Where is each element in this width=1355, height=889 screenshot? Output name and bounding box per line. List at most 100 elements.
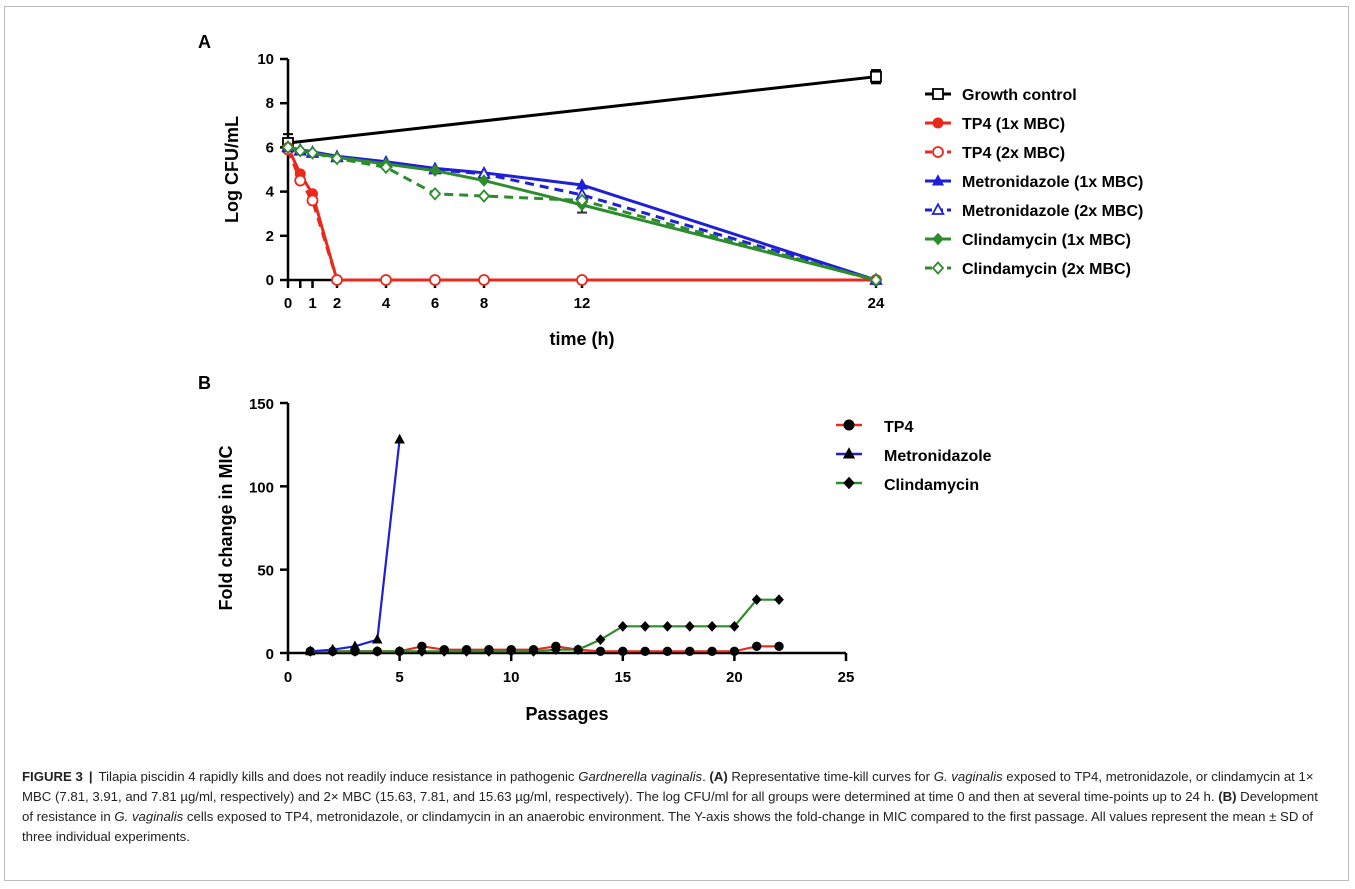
panel-a-legend-label: Growth control — [962, 87, 1077, 104]
panel-a-series-line — [287, 145, 877, 282]
panel-b-legend-label: Clindamycin — [884, 477, 979, 494]
panel-b-data-point — [662, 620, 673, 632]
panel-a-data-point — [428, 186, 442, 201]
panel-a-series — [282, 143, 882, 286]
caption-text-part: (B) — [1218, 789, 1237, 804]
panel-b-letter: B — [198, 373, 211, 393]
caption-text-part: G. vaginalis — [933, 769, 1003, 784]
panel-b-data-point — [729, 620, 740, 632]
panel-a-data-point — [869, 273, 883, 287]
panel-a-series — [281, 140, 883, 287]
panel-a-legend-marker — [931, 261, 945, 275]
panel-b-legend-label: Metronidazole — [884, 448, 992, 465]
panel-b-data-point — [707, 646, 717, 657]
panel-a-y-tick-label: 10 — [257, 51, 274, 68]
panel-a-legend-marker — [932, 232, 944, 246]
panel-a-legend-label: Metronidazole (1x MBC) — [962, 174, 1143, 191]
panel-b-x-tick-label: 10 — [503, 669, 520, 686]
panel-b-data-point — [595, 646, 606, 657]
panel-a-x-tick-label: 6 — [431, 295, 439, 312]
panel-b-data-point — [573, 644, 584, 656]
panel-a-data-point — [306, 194, 319, 207]
panel-b-data-point — [305, 645, 316, 656]
panel-b-legend: TP4 Metronidazole Clindamycin — [836, 419, 992, 494]
panel-b-data-point — [439, 645, 450, 657]
panel-a-legend-label: TP4 (1x MBC) — [962, 116, 1065, 133]
panel-b-x-tick-label: 25 — [838, 669, 855, 686]
panel-b-data-point — [484, 645, 494, 657]
panel-a-series-line — [287, 145, 877, 282]
panel-b-data-point — [752, 641, 762, 652]
panel-b-data-point — [327, 643, 338, 654]
panel-b-chart: B 0 50 100 150 0 5 10 15 20 25 Passages Fold change … — [198, 373, 992, 724]
panel-b-data-point — [372, 645, 383, 657]
panel-a-data-point — [380, 274, 392, 286]
panel-a-data-point — [294, 143, 307, 158]
panel-b-y-tick-label: 0 — [266, 646, 274, 663]
panel-b-data-point — [685, 646, 695, 657]
panel-b-x-axis-title: Passages — [525, 704, 608, 724]
panel-a-legend-marker — [932, 117, 944, 129]
panel-a-legend-marker — [932, 146, 944, 158]
panel-a-x-tick-label: 4 — [382, 295, 391, 312]
figure-frame — [4, 6, 1349, 881]
panel-b-data-point — [751, 594, 762, 606]
panel-a-x-tick-label: 0 — [284, 295, 292, 312]
panel-b-data-point — [707, 620, 717, 632]
panel-a-x-tick-label: 1 — [308, 295, 316, 312]
panel-a-y-tick-label: 4 — [266, 184, 275, 201]
panel-a-legend-marker — [931, 174, 945, 186]
caption-text-part: (A) — [709, 769, 728, 784]
caption-text-part: Development of resistance in — [22, 789, 1318, 824]
panel-a-data-point — [379, 160, 393, 175]
panel-a-y-tick-label: 8 — [266, 95, 274, 112]
panel-b-data-point — [684, 620, 695, 632]
panel-a-x-tick-label: 24 — [868, 295, 885, 312]
caption-text-part: Gardnerella vaginalis — [578, 769, 703, 784]
panel-b-data-point — [372, 633, 383, 644]
caption-text-part: Representative time-kill curves for — [727, 769, 934, 784]
panel-b-data-point — [550, 644, 561, 656]
panel-a-y-axis-title: Log CFU/mL — [222, 116, 242, 223]
panel-b-data-point — [640, 646, 650, 657]
panel-a-data-point — [477, 189, 491, 203]
panel-a-data-point — [478, 274, 490, 286]
caption-text-part: exposed to TP4, metronidazole, or clinda… — [22, 769, 1314, 804]
panel-a-legend-marker — [931, 202, 945, 215]
panel-a-data-point — [294, 174, 307, 187]
panel-a-data-point — [429, 274, 441, 286]
caption-separator: | — [88, 769, 93, 784]
panel-a-y-tick-label: 6 — [266, 139, 274, 156]
panel-a-data-point — [281, 140, 295, 155]
panel-b-data-point — [774, 594, 784, 606]
panel-a-data-point — [478, 174, 490, 187]
panel-b-data-point — [640, 620, 650, 632]
panel-b-data-point — [506, 645, 517, 657]
panel-a-series — [282, 69, 882, 153]
caption-text-part: . — [702, 769, 710, 784]
panel-a-series-line — [287, 75, 877, 145]
panel-a-x-tick-label: 8 — [480, 295, 488, 312]
panel-a-data-point — [331, 274, 343, 286]
panel-a-series-line — [286, 146, 876, 282]
panel-b-y-tick-label: 100 — [249, 479, 274, 496]
panel-b-data-point — [528, 645, 539, 657]
panel-a-x-tick-label: 12 — [574, 295, 591, 312]
panel-a-data-point — [576, 274, 588, 286]
panel-b-data-point — [617, 620, 628, 632]
panel-b-data-point — [349, 640, 361, 651]
panel-b-data-point — [774, 641, 784, 652]
panel-b-data-point — [394, 645, 405, 657]
panel-b-data-point — [618, 646, 628, 657]
panel-b-data-point — [662, 646, 673, 657]
panel-b-x-tick-label: 20 — [726, 669, 743, 686]
panel-a-legend-label: TP4 (2x MBC) — [962, 145, 1065, 162]
panel-b-x-tick-label: 5 — [395, 669, 403, 686]
panel-a-data-point — [575, 193, 589, 208]
panel-b-series — [305, 433, 405, 656]
panel-b-y-tick-label: 150 — [249, 396, 274, 413]
panel-b-series-line — [310, 598, 780, 653]
panel-a-series-line — [286, 149, 876, 282]
panel-a-data-point — [429, 164, 441, 177]
